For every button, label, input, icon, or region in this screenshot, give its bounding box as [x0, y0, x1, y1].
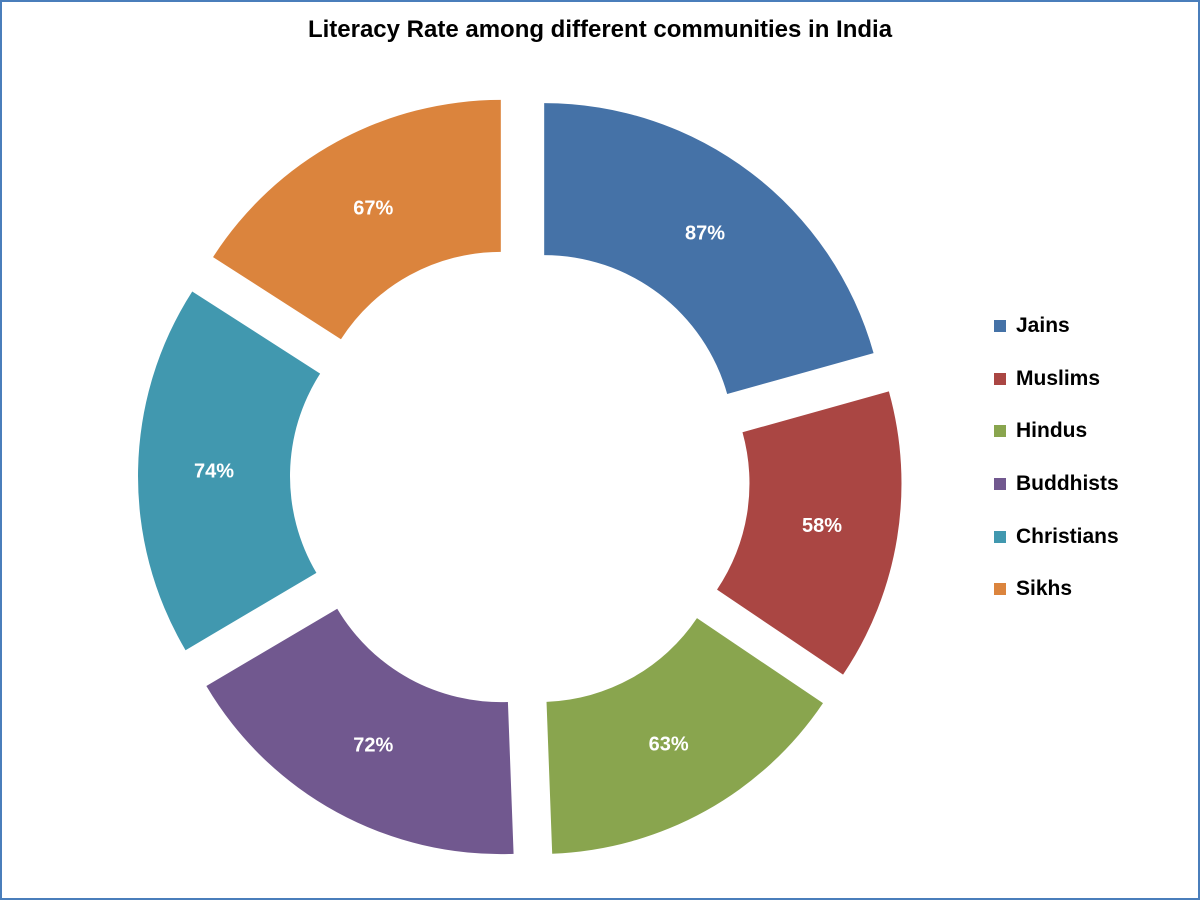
slice-christians [138, 291, 321, 651]
slice-label-muslims: 58% [802, 515, 842, 537]
slice-label-sikhs: 67% [353, 197, 393, 219]
legend-label: Christians [1016, 524, 1119, 548]
slice-buddhists [206, 608, 514, 855]
legend-item-buddhists: Buddhists [994, 458, 1194, 511]
legend-label: Sikhs [1016, 577, 1073, 601]
legend: Jains Muslims Hindus Buddhists Christians Sik… [994, 300, 1194, 616]
slice-hindus [546, 618, 823, 854]
legend-item-jains: Jains [994, 300, 1194, 353]
legend-swatch [994, 372, 1006, 385]
legend-swatch [994, 320, 1006, 333]
slice-muslims [717, 391, 902, 675]
legend-label: Buddhists [1016, 472, 1119, 496]
legend-item-christians: Christians [994, 510, 1194, 563]
legend-label: Hindus [1016, 419, 1088, 443]
legend-label: Muslims [1016, 366, 1101, 390]
legend-swatch [994, 425, 1006, 438]
slice-label-hindus: 63% [649, 733, 689, 755]
slice-jains [544, 103, 874, 395]
legend-item-hindus: Hindus [994, 405, 1194, 458]
legend-swatch [994, 583, 1006, 596]
legend-item-sikhs: Sikhs [994, 563, 1194, 616]
slice-sikhs [213, 99, 501, 340]
slice-label-christians: 74% [194, 460, 234, 482]
chart-title: Literacy Rate among different communitie… [307, 16, 893, 43]
legend-swatch [994, 478, 1006, 491]
slice-label-buddhists: 72% [353, 735, 393, 757]
slice-label-jains: 87% [685, 222, 725, 244]
legend-label: Jains [1016, 314, 1070, 338]
legend-swatch [994, 530, 1006, 543]
legend-item-muslims: Muslims [994, 353, 1194, 406]
